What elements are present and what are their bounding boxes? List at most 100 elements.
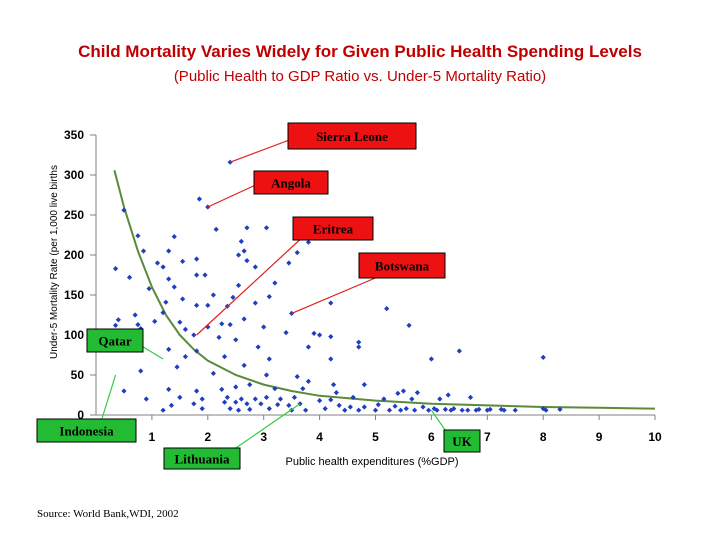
data-point	[347, 404, 353, 410]
data-point	[275, 402, 281, 408]
data-point	[392, 403, 398, 409]
data-point	[199, 406, 205, 412]
data-point	[434, 407, 440, 413]
x-tick-label: 1	[149, 430, 156, 444]
data-point	[409, 396, 415, 402]
data-point	[182, 326, 189, 332]
data-point	[219, 386, 225, 392]
data-point	[445, 392, 451, 398]
data-point	[311, 330, 317, 336]
data-point	[146, 286, 152, 292]
x-tick-label: 2	[204, 430, 211, 444]
annotation-box	[358, 252, 446, 279]
data-point	[227, 406, 233, 412]
data-point	[381, 396, 387, 402]
data-point	[252, 396, 258, 402]
data-point	[160, 407, 166, 413]
data-point	[140, 248, 147, 254]
annotation-label: Sierra Leone	[316, 129, 388, 144]
annotation-leader	[291, 275, 381, 314]
data-point	[512, 407, 518, 413]
data-point	[194, 256, 200, 262]
annotation-leader	[207, 181, 263, 208]
data-point	[196, 196, 203, 202]
annotation-label: Qatar	[98, 334, 131, 349]
data-point	[467, 394, 474, 400]
annotation-label: UK	[452, 434, 472, 449]
data-point	[112, 322, 119, 328]
data-point	[305, 239, 312, 245]
data-point	[238, 238, 244, 244]
data-point	[235, 407, 242, 413]
data-point	[224, 394, 230, 400]
data-point	[132, 312, 138, 318]
y-axis-label: Under-5 Mortality Rate (per 1,000 live b…	[49, 165, 60, 359]
trend-curve	[113, 169, 656, 410]
data-point	[400, 388, 407, 394]
data-point	[386, 407, 393, 413]
data-point	[294, 374, 300, 380]
data-point	[266, 356, 272, 362]
data-point	[286, 402, 292, 408]
data-point	[428, 356, 434, 362]
data-point	[300, 386, 306, 392]
data-point	[322, 406, 328, 412]
data-point	[437, 396, 443, 402]
data-point	[202, 272, 208, 278]
data-point	[263, 394, 270, 400]
data-point	[317, 398, 323, 404]
data-point	[241, 248, 247, 254]
x-tick-label: 5	[372, 430, 379, 444]
data-point	[361, 404, 367, 410]
data-point	[241, 362, 247, 368]
data-point	[333, 390, 339, 396]
data-point	[403, 406, 409, 412]
data-point	[227, 159, 233, 165]
data-point	[277, 396, 284, 402]
data-point	[247, 406, 253, 412]
data-point	[238, 396, 244, 402]
data-point	[330, 382, 337, 388]
data-point	[263, 372, 270, 378]
x-tick-label: 10	[648, 430, 662, 444]
data-point	[194, 272, 200, 278]
data-point	[126, 274, 133, 280]
data-point	[451, 406, 457, 412]
annotation-box	[287, 122, 417, 150]
data-point	[291, 394, 298, 400]
data-point	[233, 337, 239, 343]
data-point	[221, 399, 228, 405]
data-point	[112, 266, 119, 272]
data-point	[263, 225, 270, 231]
data-point	[395, 390, 401, 396]
data-point	[194, 388, 200, 394]
annotation-leader	[99, 374, 117, 426]
data-point	[272, 280, 278, 286]
data-point	[166, 386, 172, 392]
data-point	[336, 402, 342, 408]
data-point	[213, 226, 219, 232]
x-tick-label: 9	[596, 430, 603, 444]
data-point	[244, 258, 250, 264]
data-point	[456, 348, 462, 354]
data-point	[216, 334, 222, 340]
data-point	[406, 322, 412, 328]
data-point	[484, 407, 490, 413]
data-point	[219, 321, 225, 327]
x-tick-label: 3	[260, 430, 267, 444]
annotation-label: Eritrea	[313, 222, 354, 237]
data-point	[182, 354, 189, 360]
data-point	[476, 406, 482, 412]
annotation-leader	[139, 344, 164, 360]
data-point	[255, 344, 261, 350]
data-point	[121, 207, 127, 213]
data-point	[171, 234, 177, 240]
data-point	[194, 348, 200, 354]
annotation-leader	[196, 234, 306, 336]
data-point	[235, 282, 242, 288]
annotation-box	[292, 216, 374, 241]
x-tick-label: 6	[428, 430, 435, 444]
data-point	[244, 225, 250, 231]
data-point	[420, 404, 426, 410]
data-point	[448, 407, 454, 413]
